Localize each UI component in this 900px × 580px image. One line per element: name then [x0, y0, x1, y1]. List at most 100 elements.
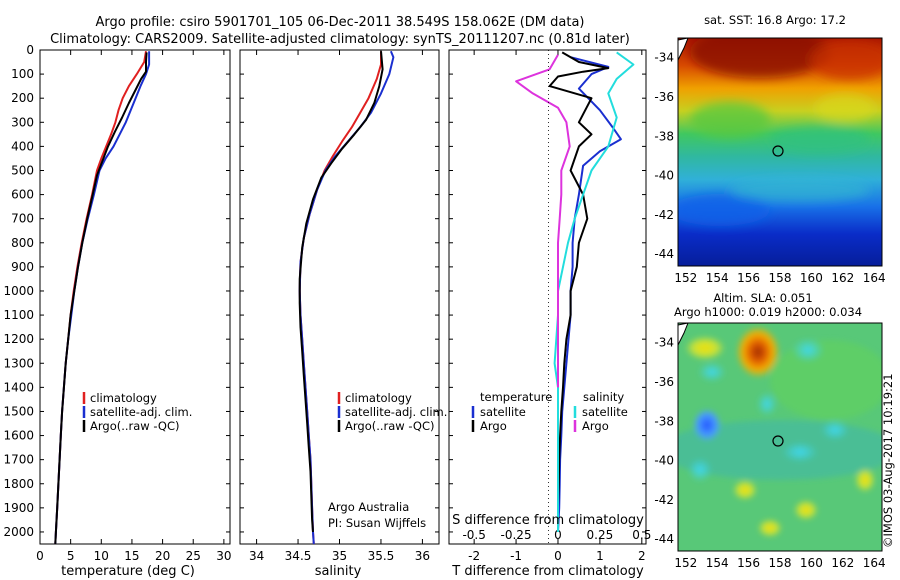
depth-ytick-label: 0: [26, 43, 34, 57]
legend-label-temp-satellite: satellite: [480, 405, 526, 419]
temperature-xlabel: temperature (deg C): [61, 564, 195, 579]
legend-label-satellite: satellite-adj. clim.: [345, 405, 447, 419]
difference-xtick-label: -1: [510, 549, 522, 563]
depth-ytick-label: 700: [11, 212, 34, 226]
difference-xlabel2: S difference from climatology: [452, 513, 644, 528]
difference-xtick2-label: -0.25: [501, 528, 532, 542]
depth-ytick-label: 1100: [3, 308, 34, 322]
depth-ytick-label: 200: [11, 91, 34, 105]
sla-map-frame: [677, 322, 883, 552]
depth-ytick-label: 100: [11, 67, 34, 81]
map-ytick-label: -34: [654, 336, 674, 350]
difference-series-salinity-satellite: [553, 51, 635, 532]
difference-xtick-label: 2: [638, 549, 646, 563]
temperature-xtick-label: 10: [94, 549, 109, 563]
legend-label-climatology: climatology: [345, 391, 412, 405]
sla-yellow-eddy-2: [794, 500, 818, 520]
sla-low-eddy-3: [757, 392, 777, 416]
temperature-panel-frame: [39, 49, 231, 545]
sla-map-subtitle: Argo h1000: 0.019 h2000: 0.034: [674, 305, 862, 319]
difference-xtick2-label: 0: [554, 528, 562, 542]
map-ytick-label: -36: [654, 90, 674, 104]
temperature-series-argo-raw-qc-: [54, 52, 148, 544]
sla-high-eddy: [736, 326, 780, 378]
salinity-xtick-label: 36: [415, 549, 430, 563]
temperature-xtick-label: 0: [36, 549, 44, 563]
depth-ytick-label: 400: [11, 139, 34, 153]
map-ytick-label: -38: [654, 414, 674, 428]
difference-xtick2-label: 0.5: [632, 528, 651, 542]
map-xtick-label: 154: [706, 271, 729, 285]
map-ytick-label: -42: [654, 493, 674, 507]
legend-label-sal-argo: Argo: [582, 419, 609, 433]
salinity-xtick-label: 34.5: [285, 549, 312, 563]
sla-map-title: Altim. SLA: 0.051: [713, 291, 812, 305]
difference-xtick-label: 1: [596, 549, 604, 563]
map-ytick-label: -36: [654, 375, 674, 389]
difference-xtick-label: -2: [468, 549, 480, 563]
salinity-annotation-line2: PI: Susan Wijffels: [328, 516, 426, 530]
difference-series-temperature-argo: [548, 51, 610, 532]
map-xtick-label: 158: [769, 556, 792, 570]
map-ytick-label: -40: [654, 454, 674, 468]
sst-green-patch: [770, 126, 870, 154]
temperature-xtick-label: 5: [67, 549, 75, 563]
difference-series-salinity-argo: [515, 54, 571, 388]
sla-yellow-patch: [685, 336, 725, 360]
sla-profile-marker: [772, 435, 784, 447]
legend-label-argo: Argo(..raw -QC): [345, 419, 435, 433]
sla-low-eddy-4: [698, 362, 726, 382]
difference-xtick2-label: 0.25: [587, 528, 614, 542]
temperature-xtick-label: 25: [186, 549, 201, 563]
depth-ytick-label: 1400: [3, 380, 34, 394]
map-xtick-label: 152: [674, 271, 697, 285]
sst-green-tongue: [690, 102, 770, 138]
sla-yellow-eddy-1: [733, 480, 757, 500]
legend-label-argo: Argo(..raw -QC): [90, 419, 180, 433]
salinity-series-argo-raw-qc-: [298, 51, 384, 533]
depth-ytick-label: 1600: [3, 429, 34, 443]
map-ytick-label: -44: [654, 532, 674, 546]
depth-ytick-label: 800: [11, 236, 34, 250]
legend-label-temp-argo: Argo: [480, 419, 507, 433]
depth-ytick-label: 1000: [3, 284, 34, 298]
sla-yellow-eddy-4: [758, 519, 782, 537]
map-xtick-label: 154: [706, 556, 729, 570]
legend-header-salinity: salinity: [583, 390, 624, 404]
sla-green-field: [770, 340, 882, 420]
depth-ytick-label: 300: [11, 115, 34, 129]
sst-profile-marker: [772, 145, 784, 157]
sst-map: [678, 38, 882, 266]
temperature-xtick-label: 20: [155, 549, 170, 563]
salinity-xlabel: salinity: [315, 564, 362, 579]
sst-blue-intrusion: [678, 194, 770, 226]
map-xtick-label: 160: [800, 556, 823, 570]
sst-map-title: sat. SST: 16.8 Argo: 17.2: [704, 13, 846, 27]
depth-ytick-label: 1800: [3, 477, 34, 491]
map-ytick-label: -40: [654, 169, 674, 183]
salinity-xtick-label: 35.5: [368, 549, 395, 563]
temperature-xtick-label: 30: [216, 549, 231, 563]
legend-label-satellite: satellite-adj. clim.: [90, 405, 192, 419]
depth-ytick-label: 1700: [3, 453, 34, 467]
legend-header-temperature: temperature: [480, 390, 552, 404]
salinity-panel-frame: [239, 49, 440, 545]
sla-low-eddy-7: [688, 458, 712, 482]
sst-coastline: [678, 38, 689, 61]
difference-xtick2-label: -0.5: [462, 528, 485, 542]
legend-label-sal-satellite: satellite: [582, 405, 628, 419]
sla-low-eddy-6: [821, 420, 849, 440]
map-xtick-label: 164: [863, 271, 886, 285]
map-xtick-label: 156: [737, 556, 760, 570]
difference-series-temperature-satellite: [557, 56, 622, 533]
temperature-xtick-label: 15: [124, 549, 139, 563]
depth-ytick-label: 2000: [3, 525, 34, 539]
depth-ytick-label: 1900: [3, 501, 34, 515]
difference-panel-frame: [448, 49, 647, 545]
map-xtick-label: 162: [831, 556, 854, 570]
map-xtick-label: 158: [769, 271, 792, 285]
sla-low-eddy-5: [782, 442, 818, 462]
sst-map-frame: [677, 37, 883, 267]
sst-warm-patch: [810, 40, 882, 80]
